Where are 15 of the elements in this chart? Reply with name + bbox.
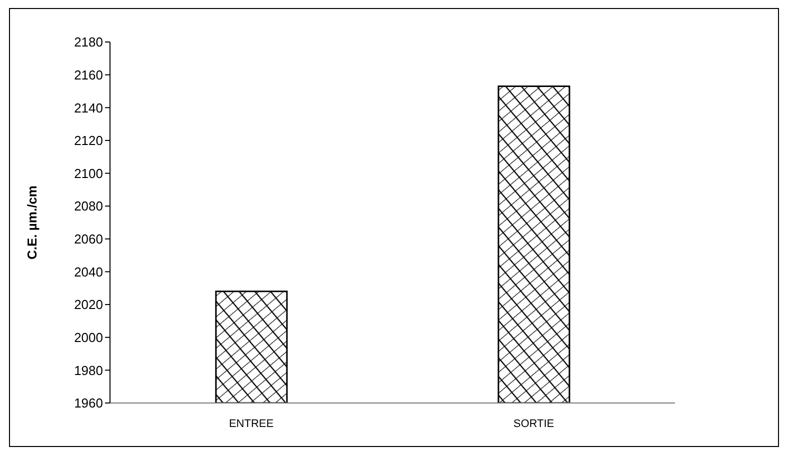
y-axis-title: C.E. µm./cm	[24, 186, 40, 260]
y-tick-label: 2160	[74, 67, 103, 82]
y-tick-label: 2000	[74, 330, 103, 345]
y-tick-label: 2140	[74, 100, 103, 116]
y-tick-label: 1960	[74, 396, 103, 411]
y-tick-label: 2180	[74, 34, 103, 50]
y-tick-label: 2120	[74, 133, 103, 148]
y-tick-label: 2020	[74, 297, 103, 312]
y-tick-label: 2100	[74, 166, 103, 181]
y-tick-label: 1980	[74, 362, 103, 378]
x-tick-label: SORTIE	[513, 418, 554, 430]
y-tick-label: 2060	[74, 232, 103, 247]
x-tick-label: ENTREE	[228, 418, 274, 430]
y-tick-label: 2080	[74, 198, 103, 214]
y-tick-label: 2040	[74, 264, 103, 280]
